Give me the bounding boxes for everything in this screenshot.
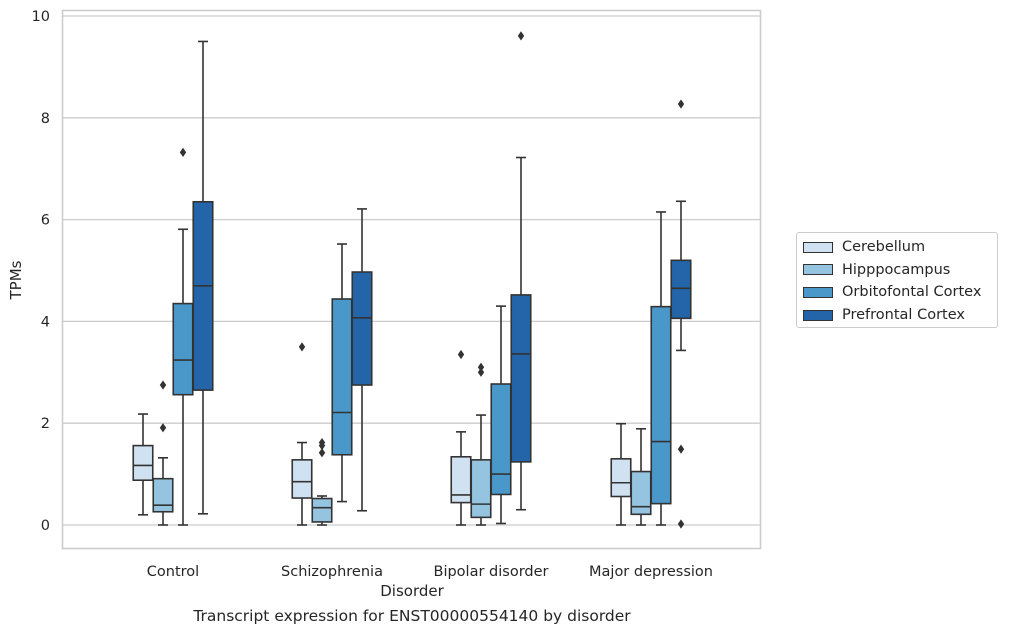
outlier-point [159, 423, 167, 433]
legend-swatch [803, 264, 833, 276]
outlier-point [159, 380, 167, 390]
legend-swatch [803, 309, 833, 321]
x-tick-label: Schizophrenia [281, 564, 383, 580]
iqr-box [510, 294, 532, 463]
box-hipppocampus-0 [152, 380, 174, 526]
legend-item: Cerebellum [803, 236, 997, 259]
box-prefrontal-cortex-3 [670, 99, 692, 529]
outlier-point [457, 349, 465, 360]
box-hipppocampus-2 [470, 362, 492, 526]
legend-label: Hipppocampus [842, 261, 951, 278]
chart-caption: Transcript expression for ENST0000055414… [193, 607, 631, 625]
x-axis-label: Disorder [380, 582, 444, 600]
y-tick-label: 0 [41, 518, 50, 534]
box-prefrontal-cortex-2 [510, 31, 532, 511]
box-orbitofontal-cortex-0 [172, 147, 194, 526]
legend-item: Hipppocampus [803, 259, 997, 282]
outlier-point [677, 444, 685, 454]
x-tick-label: Bipolar disorder [434, 564, 549, 580]
legend-label: Prefrontal Cortex [842, 307, 965, 324]
outlier-point [477, 367, 485, 377]
outlier-point [179, 147, 187, 158]
box-orbitofontal-cortex-2 [490, 305, 512, 525]
y-tick-label: 8 [41, 111, 50, 127]
box-orbitofontal-cortex-3 [650, 211, 672, 526]
iqr-box [351, 271, 373, 386]
y-tick-label: 4 [41, 314, 50, 330]
iqr-box [610, 458, 632, 498]
iqr-box [630, 470, 652, 516]
iqr-box [470, 459, 492, 519]
legend: Cerebellum Hipppocampus Orbitofontal Corte… [796, 232, 998, 328]
box-cerebellum-2 [450, 349, 472, 526]
y-tick-label: 6 [41, 213, 50, 229]
iqr-box [650, 305, 672, 505]
y-axis-label: TPMs [7, 260, 25, 300]
box-hipppocampus-1 [311, 437, 333, 526]
legend-label: Cerebellum [842, 239, 926, 256]
box-orbitofontal-cortex-1 [331, 243, 353, 503]
y-tick-label: 10 [32, 9, 50, 25]
y-axis-ticks: 0 2 4 6 8 10 [32, 9, 50, 534]
x-tick-label: Control [147, 564, 199, 580]
legend-item: Orbitofontal Cortex [803, 281, 997, 304]
outlier-point [318, 437, 326, 448]
iqr-box [291, 459, 313, 499]
box-cerebellum-0 [132, 413, 154, 516]
x-tick-label: Major depression [589, 564, 713, 580]
y-tick-label: 2 [41, 416, 50, 432]
box-cerebellum-3 [610, 422, 632, 526]
outlier-point [517, 31, 525, 41]
plot-area-frame [61, 9, 762, 550]
iqr-box [132, 444, 154, 482]
iqr-box [152, 477, 174, 513]
legend-swatch [803, 241, 833, 253]
outlier-point [477, 362, 485, 372]
box-prefrontal-cortex-1 [351, 208, 373, 512]
outlier-point [677, 99, 685, 109]
boxes-layer [132, 31, 692, 529]
box-cerebellum-1 [291, 342, 313, 526]
legend-swatch [803, 286, 833, 298]
legend-item: Prefrontal Cortex [803, 304, 997, 327]
outlier-point [298, 342, 306, 352]
iqr-box [490, 383, 512, 496]
iqr-box [331, 298, 353, 456]
iqr-box [670, 259, 692, 320]
outlier-point [677, 519, 685, 529]
iqr-box [172, 302, 194, 396]
box-hipppocampus-3 [630, 427, 652, 526]
x-axis-ticks: Control Schizophrenia Bipolar disorder Majo… [147, 564, 713, 580]
legend-label: Orbitofontal Cortex [842, 284, 982, 301]
box-prefrontal-cortex-0 [192, 40, 214, 515]
iqr-box [311, 497, 333, 523]
outlier-point [318, 448, 326, 458]
iqr-box [192, 200, 214, 391]
